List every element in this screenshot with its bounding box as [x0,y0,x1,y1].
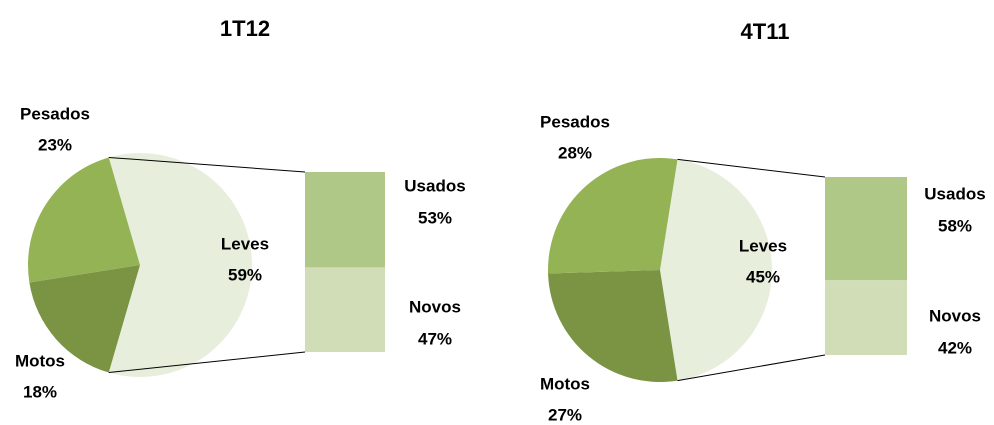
slice-label: Leves [221,234,269,253]
slice-value: 23% [38,135,72,154]
chart-title: 1T12 [220,16,270,41]
breakdown-label: Novos [409,297,461,316]
connector [108,156,306,173]
connector [108,351,306,374]
breakdown-value: 58% [938,216,972,235]
breakdown-value: 47% [418,329,452,348]
slice-label: Motos [540,374,590,393]
breakdown-label: Usados [924,184,985,203]
pie-slice [548,270,678,382]
pie-slice [29,265,140,373]
connector [677,354,826,382]
breakdown-value: 53% [418,208,452,227]
breakdown-label: Novos [929,306,981,325]
slice-value: 28% [558,143,592,162]
pie-slice [548,158,678,274]
pie-slice [108,153,253,377]
breakdown-value: 42% [938,338,972,357]
breakdown-bar [825,280,907,355]
breakdown-label: Usados [404,176,465,195]
breakdown-bar [305,172,385,268]
slice-value: 45% [746,267,780,286]
breakdown-bar [825,177,907,281]
pie-slice [27,157,140,283]
chart-title: 4T11 [741,19,790,44]
slice-label: Pesados [20,104,90,123]
slice-label: Motos [15,351,65,370]
slice-value: 18% [23,382,57,401]
connector [677,158,826,178]
breakdown-bar [305,267,385,352]
slice-label: Pesados [540,112,610,131]
pie-slice [660,159,773,381]
slice-label: Leves [739,236,787,255]
slice-value: 27% [548,405,582,424]
slice-value: 59% [228,265,262,284]
